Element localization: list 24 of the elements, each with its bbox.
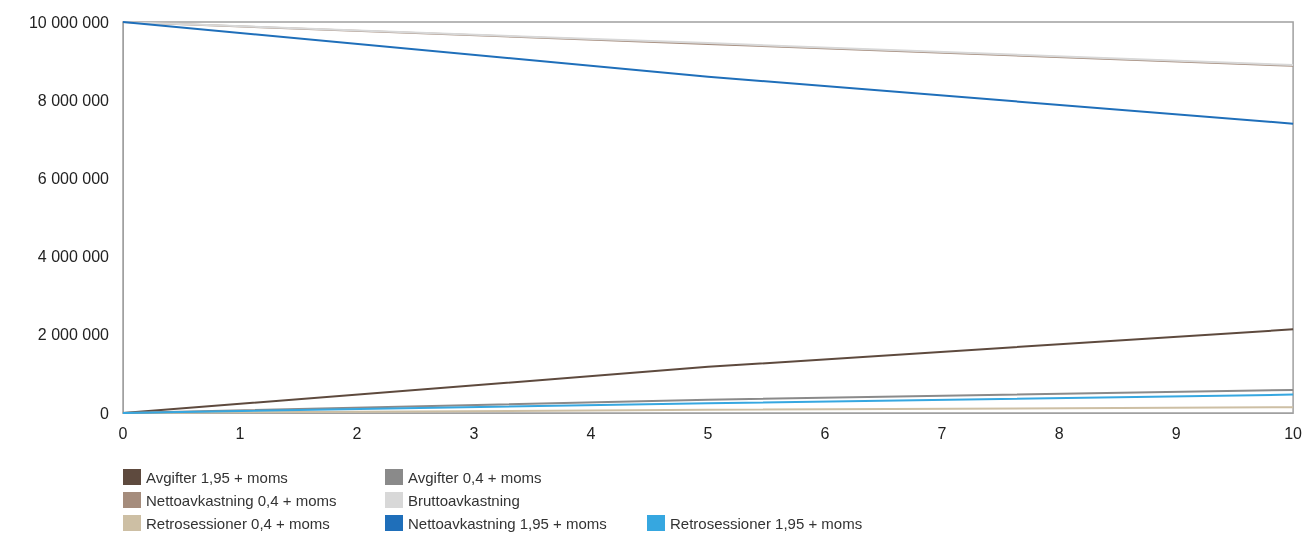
legend-label: Nettoavkastning 0,4 + moms xyxy=(146,491,337,509)
x-tick-label: 5 xyxy=(703,424,713,442)
x-tick-label: 6 xyxy=(820,424,830,442)
legend-label: Retrosessioner 0,4 + moms xyxy=(146,514,330,532)
legend-label: Avgifter 0,4 + moms xyxy=(408,468,542,486)
y-tick-label: 8 000 000 xyxy=(37,91,110,109)
x-tick-label: 2 xyxy=(352,424,362,442)
x-tick-label: 3 xyxy=(469,424,479,442)
legend-label: Retrosessioner 1,95 + moms xyxy=(670,514,863,532)
x-tick-label: 9 xyxy=(1171,424,1181,442)
x-tick-label: 1 xyxy=(235,424,245,442)
legend-label: Bruttoavkastning xyxy=(408,491,520,509)
x-tick-label: 4 xyxy=(586,424,596,442)
x-tick-label: 0 xyxy=(118,424,128,442)
x-tick-label: 7 xyxy=(937,424,947,442)
x-tick-label: 8 xyxy=(1054,424,1064,442)
y-tick-label: 10 000 000 xyxy=(28,13,110,31)
y-tick-label: 6 000 000 xyxy=(37,169,110,187)
y-tick-label: 4 000 000 xyxy=(37,248,110,266)
legend-label: Avgifter 1,95 + moms xyxy=(146,468,288,486)
y-tick-label: 0 xyxy=(100,404,110,422)
legend-label: Nettoavkastning 1,95 + moms xyxy=(408,514,607,532)
x-tick-label: 10 xyxy=(1284,424,1303,442)
y-tick-label: 2 000 000 xyxy=(37,326,110,344)
